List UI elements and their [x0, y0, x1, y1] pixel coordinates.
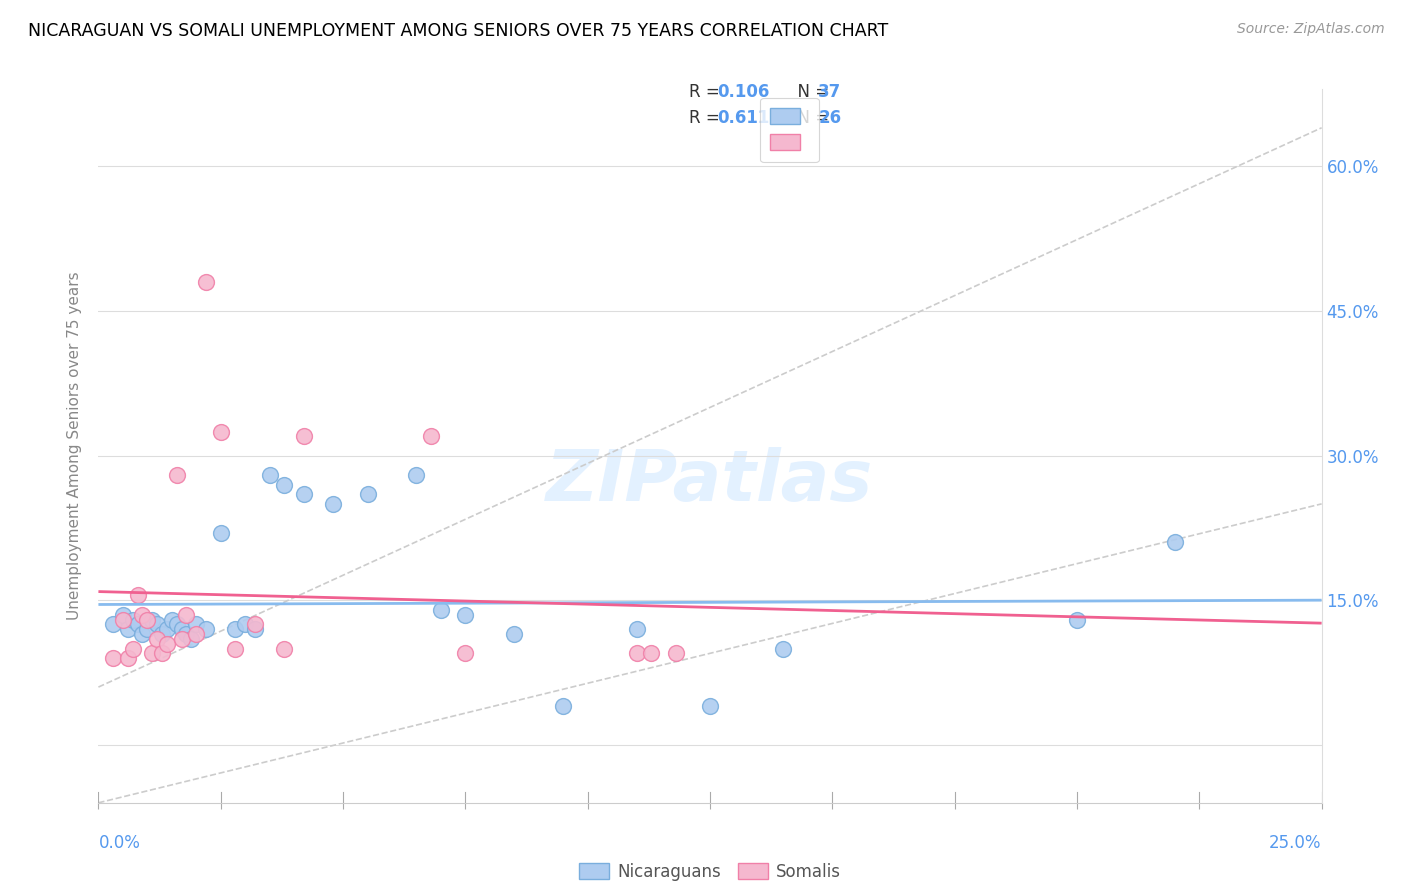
- Text: ZIPatlas: ZIPatlas: [547, 447, 873, 516]
- Point: [273, 477, 295, 491]
- Point: [186, 627, 208, 641]
- Point: [176, 607, 198, 622]
- Text: 0.611: 0.611: [717, 109, 769, 127]
- Point: [772, 641, 794, 656]
- Point: [127, 589, 149, 603]
- Point: [170, 632, 193, 646]
- Point: [141, 613, 163, 627]
- Point: [626, 646, 648, 660]
- Point: [180, 632, 202, 646]
- Point: [121, 641, 143, 656]
- Point: [292, 487, 315, 501]
- Point: [454, 607, 477, 622]
- Point: [111, 607, 134, 622]
- Point: [195, 275, 218, 289]
- Text: Source: ZipAtlas.com: Source: ZipAtlas.com: [1237, 22, 1385, 37]
- Point: [273, 641, 295, 656]
- Point: [224, 622, 246, 636]
- Point: [665, 646, 688, 660]
- Point: [503, 627, 526, 641]
- Text: R =: R =: [689, 109, 725, 127]
- Point: [430, 603, 453, 617]
- Text: NICARAGUAN VS SOMALI UNEMPLOYMENT AMONG SENIORS OVER 75 YEARS CORRELATION CHART: NICARAGUAN VS SOMALI UNEMPLOYMENT AMONG …: [28, 22, 889, 40]
- Text: 26: 26: [818, 109, 841, 127]
- Y-axis label: Unemployment Among Seniors over 75 years: Unemployment Among Seniors over 75 years: [67, 272, 83, 620]
- Point: [121, 613, 143, 627]
- Point: [420, 429, 443, 443]
- Point: [127, 617, 149, 632]
- Point: [131, 627, 153, 641]
- Point: [454, 646, 477, 660]
- Text: 0.106: 0.106: [717, 83, 769, 101]
- Point: [146, 617, 169, 632]
- Point: [1066, 613, 1088, 627]
- Point: [141, 646, 163, 660]
- Point: [1164, 535, 1187, 549]
- Point: [405, 467, 427, 482]
- Text: 37: 37: [818, 83, 842, 101]
- Point: [111, 613, 134, 627]
- Point: [166, 617, 188, 632]
- Point: [640, 646, 662, 660]
- Point: [322, 497, 344, 511]
- Point: [186, 617, 208, 632]
- Point: [131, 607, 153, 622]
- Point: [156, 637, 179, 651]
- Point: [166, 467, 188, 482]
- Point: [156, 622, 179, 636]
- Point: [136, 613, 159, 627]
- Text: N =: N =: [787, 83, 835, 101]
- Point: [699, 699, 721, 714]
- Point: [146, 632, 169, 646]
- Point: [136, 622, 159, 636]
- Point: [195, 622, 218, 636]
- Legend: Nicaraguans, Somalis: Nicaraguans, Somalis: [572, 856, 848, 888]
- Point: [292, 429, 315, 443]
- Point: [101, 651, 124, 665]
- Point: [101, 617, 124, 632]
- Point: [160, 613, 183, 627]
- Point: [176, 627, 198, 641]
- Text: 0.0%: 0.0%: [98, 834, 141, 852]
- Point: [117, 622, 139, 636]
- Point: [259, 467, 281, 482]
- Point: [150, 627, 173, 641]
- Point: [150, 646, 173, 660]
- Point: [626, 622, 648, 636]
- Text: R =: R =: [689, 83, 725, 101]
- Point: [224, 641, 246, 656]
- Point: [243, 617, 266, 632]
- Text: 25.0%: 25.0%: [1270, 834, 1322, 852]
- Text: N =: N =: [787, 109, 835, 127]
- Point: [170, 622, 193, 636]
- Point: [233, 617, 256, 632]
- Point: [209, 525, 232, 540]
- Point: [117, 651, 139, 665]
- Point: [243, 622, 266, 636]
- Point: [553, 699, 575, 714]
- Point: [209, 425, 232, 439]
- Point: [356, 487, 378, 501]
